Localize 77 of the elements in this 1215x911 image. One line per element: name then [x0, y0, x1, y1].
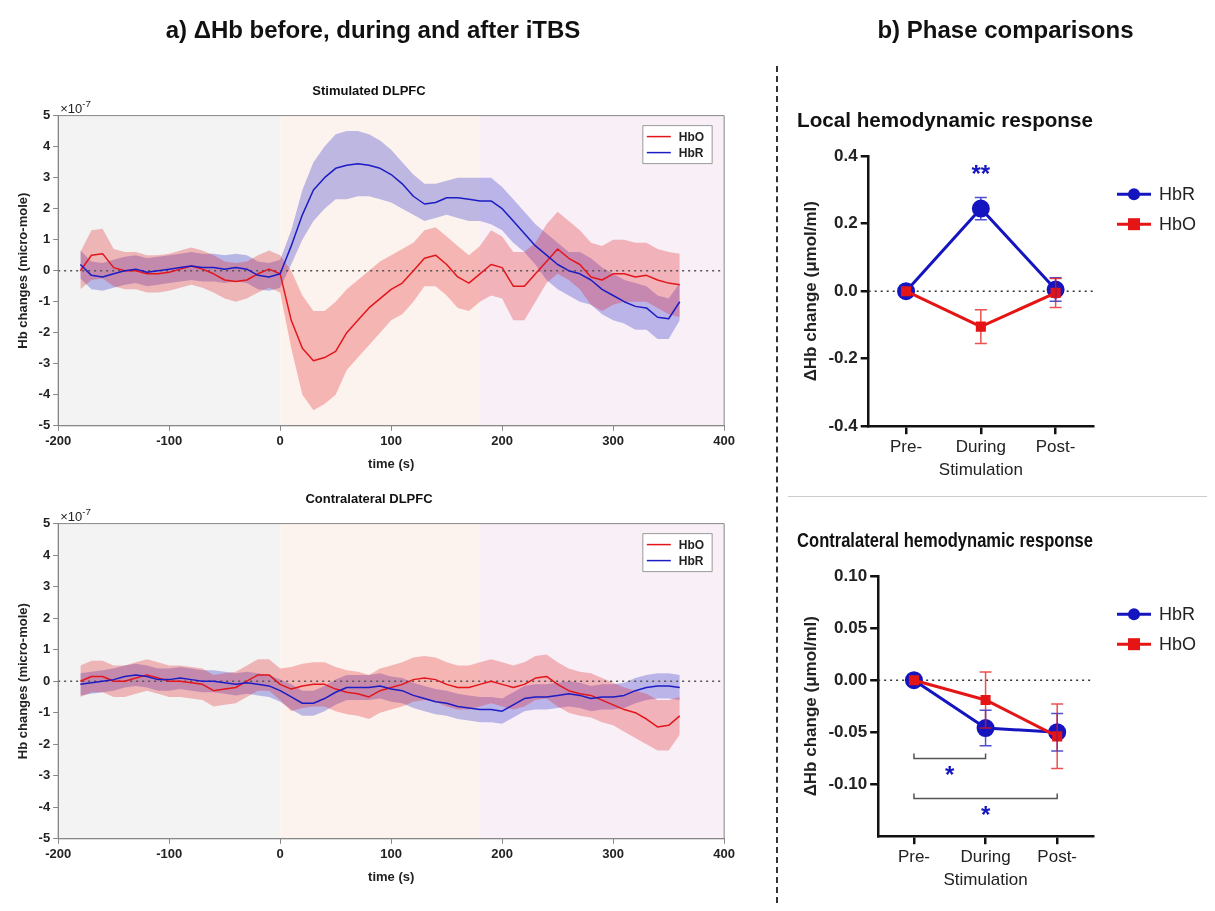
y-tick-label: -1	[38, 704, 51, 720]
y-tick-label: -3	[38, 355, 51, 371]
x-tick-label: Post-	[1035, 437, 1076, 457]
y-tick-label: 2	[42, 200, 51, 216]
y-tick-label: -2	[38, 735, 51, 751]
x-tick-label: 400	[713, 433, 736, 449]
y-tick-label: 5	[42, 515, 51, 531]
y-tick-label: 0.4	[834, 145, 859, 165]
x-tick-label: 200	[491, 846, 514, 862]
x-tick-label: During	[960, 847, 1011, 867]
legend-label: HbO	[678, 537, 705, 552]
y-tick-label: 4	[42, 546, 51, 562]
y-axis-title: ΔHb change (μmol/ml)	[800, 616, 820, 797]
y-tick-label: 5	[42, 107, 51, 123]
y-tick-label: 0	[42, 672, 51, 688]
x-tick-label: -200	[45, 846, 72, 862]
legend-label: HbR	[1159, 184, 1196, 205]
y-tick-label: -0.05	[828, 721, 868, 741]
legend-label: HbR	[1159, 604, 1196, 625]
y-tick-label: 4	[42, 138, 51, 154]
x-tick-label: -200	[45, 433, 72, 449]
y-axis-title: Hb changes (micro-mole)	[15, 192, 31, 349]
x-tick-label: Post-	[1037, 847, 1078, 867]
x-tick-label: 100	[380, 846, 403, 862]
legend-label: HbR	[678, 553, 704, 568]
x-tick-label: 400	[713, 846, 736, 862]
y-tick-label: 0.2	[834, 213, 858, 233]
chart-subtitle: a) ΔHb before, during and after iTBS	[164, 16, 582, 44]
x-tick-label: -100	[156, 846, 183, 862]
chart-title: Contralateral DLPFC	[305, 491, 434, 507]
y-tick-label: -5	[38, 830, 51, 846]
legend-label: HbO	[678, 129, 705, 144]
x-tick-label: 100	[380, 433, 403, 449]
legend-label: HbO	[1159, 634, 1197, 655]
x-tick-label: 300	[602, 846, 625, 862]
legend-label: HbR	[678, 145, 704, 160]
y-tick-label: -3	[38, 767, 51, 783]
y-tick-label: 1	[42, 641, 51, 657]
annotation: *	[980, 801, 991, 829]
y-tick-label: 2	[42, 609, 51, 625]
y-tick-label: -4	[38, 386, 51, 402]
chart-title: Local hemodynamic response	[797, 108, 1093, 132]
x-tick-label: 0	[276, 846, 284, 862]
x-tick-label: Pre-	[897, 847, 931, 867]
y-tick-label: 0.10	[834, 565, 868, 585]
chart-subtitle: b) Phase comparisons	[876, 16, 1135, 44]
x-tick-label: -100	[156, 433, 183, 449]
y-tick-label: -5	[38, 417, 51, 433]
x-tick-label: 300	[602, 433, 625, 449]
y-tick-label: -1	[38, 293, 51, 309]
chart-title: Contralateral hemodynamic response	[797, 528, 1093, 552]
y-tick-label: -2	[38, 324, 51, 340]
y-tick-label: 0.05	[834, 617, 868, 637]
x-axis-title: Stimulation	[943, 870, 1028, 890]
y-tick-label: -4	[38, 798, 51, 814]
y-tick-label: -0.2	[828, 348, 858, 368]
x-axis-title: Stimulation	[938, 460, 1023, 480]
y-tick-label: 0	[42, 262, 51, 278]
x-axis-title: time (s)	[368, 868, 415, 884]
y-tick-label: -0.10	[828, 773, 868, 793]
y-tick-label: 1	[42, 231, 51, 247]
x-tick-label: Pre-	[890, 437, 923, 457]
annotation: *	[945, 761, 956, 789]
y-tick-label: 0.0	[834, 280, 858, 300]
legend-label: HbO	[1159, 214, 1197, 235]
y-tick-label: 0.00	[834, 669, 868, 689]
x-tick-label: During	[955, 437, 1006, 457]
y-tick-label: 3	[42, 578, 51, 594]
y-axis-title: Hb changes (micro-mole)	[15, 603, 31, 760]
annotation: **	[971, 160, 991, 187]
x-axis-title: time (s)	[368, 455, 415, 471]
x-tick-label: 0	[276, 433, 284, 449]
y-axis-title: ΔHb change (μmol/ml)	[800, 201, 820, 382]
x-tick-label: 200	[491, 433, 514, 449]
chart-title: Stimulated DLPFC	[312, 83, 427, 99]
y-tick-label: 3	[42, 169, 51, 185]
y-tick-label: -0.4	[828, 415, 859, 435]
